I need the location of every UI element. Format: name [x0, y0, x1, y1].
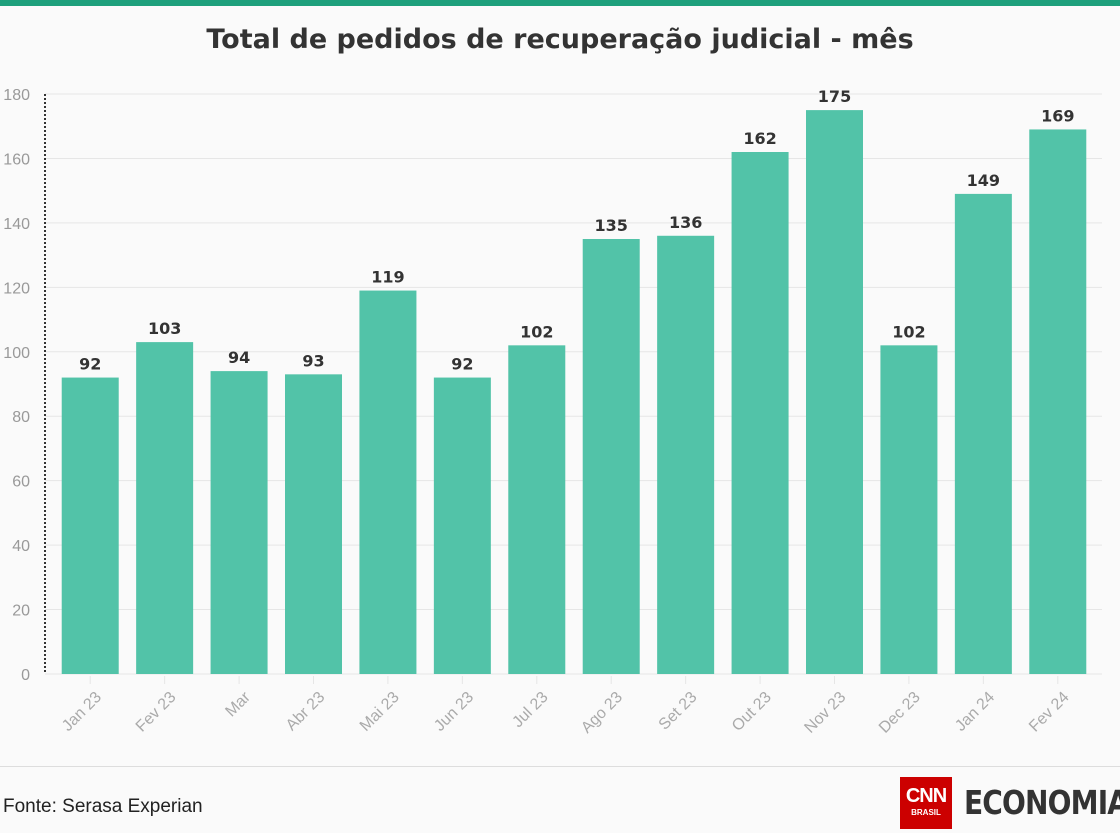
- economia-logo: ECONOMIA: [964, 783, 1120, 822]
- x-tick-label: Fev 24: [1026, 689, 1073, 736]
- y-tick-label: 140: [3, 216, 30, 233]
- chart-title: Total de pedidos de recuperação judicial…: [206, 24, 914, 55]
- bar: [285, 374, 342, 674]
- data-label: 149: [967, 171, 1000, 190]
- data-label: 175: [818, 87, 851, 106]
- y-tick-label: 20: [12, 603, 30, 620]
- data-label: 93: [302, 351, 324, 370]
- x-tick-label: Nov 23: [801, 689, 849, 737]
- y-tick-label: 0: [21, 667, 30, 684]
- bar: [508, 345, 566, 674]
- x-tick-label: Set 23: [656, 689, 701, 734]
- data-label: 103: [148, 319, 181, 338]
- y-tick-label: 160: [3, 151, 30, 168]
- top-accent-bar: [0, 0, 1120, 6]
- data-label: 169: [1041, 106, 1074, 125]
- cnn-brasil-economia-logo: CNN BRASIL ECONOMIA: [900, 777, 1120, 829]
- y-tick-label: 180: [3, 87, 30, 104]
- bar: [433, 377, 491, 674]
- y-tick-label: 60: [12, 474, 30, 491]
- y-tick-label: 40: [12, 538, 30, 555]
- data-label: 102: [892, 322, 925, 341]
- data-label: 94: [228, 348, 250, 367]
- data-label: 92: [79, 355, 101, 374]
- data-label: 135: [595, 216, 628, 235]
- data-label: 102: [520, 322, 553, 341]
- x-tick-label: Jun 23: [431, 689, 477, 735]
- bar: [210, 371, 268, 674]
- x-tick-label: Jul 23: [509, 689, 551, 731]
- x-tick-label: Mar: [222, 688, 254, 720]
- bar: [61, 377, 119, 674]
- footer-divider: [0, 766, 1120, 767]
- bar-chart: 0 20 40 60 80 100 120 140 160 180 92 Jan 23 103 Fev 2…: [3, 87, 1102, 737]
- bar: [359, 290, 417, 674]
- y-tick-label: 120: [3, 280, 30, 297]
- x-tick-label: Mai 23: [357, 689, 403, 735]
- bar: [1029, 129, 1087, 674]
- bar: [880, 345, 938, 674]
- bar: [136, 342, 194, 674]
- x-tick-label: Jan 24: [952, 689, 998, 735]
- x-tick-label: Dec 23: [876, 689, 924, 737]
- bar: [954, 193, 1012, 674]
- y-tick-label: 100: [3, 345, 30, 362]
- source-note: Fonte: Serasa Experian: [3, 796, 203, 817]
- x-tick-label: Fev 23: [133, 689, 180, 736]
- data-label: 136: [669, 213, 702, 232]
- bar: [731, 152, 789, 674]
- x-tick-label: Jan 23: [59, 689, 105, 735]
- x-tick-label: Out 23: [729, 689, 775, 735]
- data-label: 92: [451, 355, 473, 374]
- x-tick-label: Abr 23: [283, 689, 328, 734]
- bar: [582, 239, 640, 674]
- y-tick-label: 80: [12, 409, 30, 426]
- data-label: 119: [371, 268, 404, 287]
- x-tick-label: Ago 23: [578, 689, 626, 737]
- bar: [806, 110, 863, 675]
- bar: [657, 235, 715, 674]
- data-label: 162: [743, 129, 776, 148]
- cnn-logo: CNN BRASIL: [900, 777, 952, 829]
